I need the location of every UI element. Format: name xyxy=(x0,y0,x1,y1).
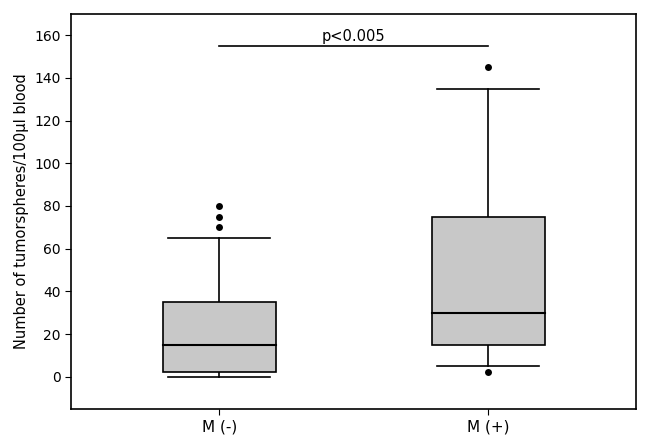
Text: p<0.005: p<0.005 xyxy=(322,29,385,44)
FancyBboxPatch shape xyxy=(162,302,276,372)
FancyBboxPatch shape xyxy=(432,217,545,345)
Y-axis label: Number of tumorspheres/100μl blood: Number of tumorspheres/100μl blood xyxy=(14,73,29,349)
